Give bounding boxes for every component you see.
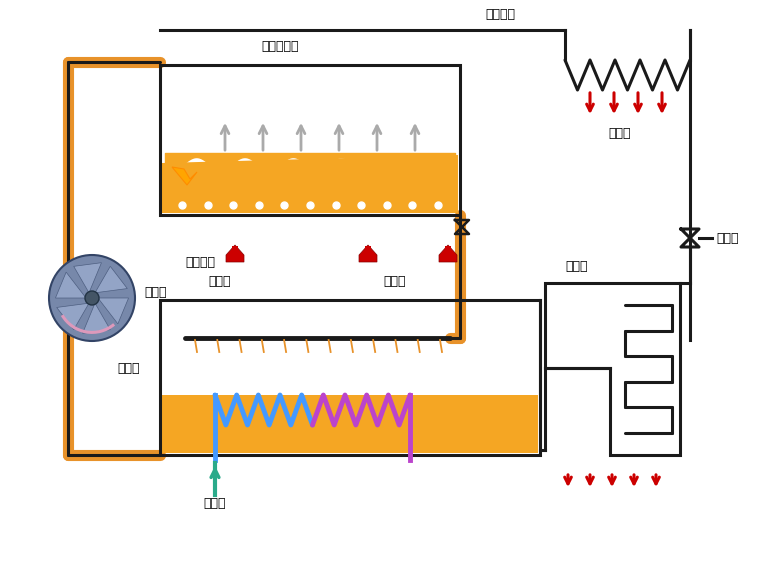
Bar <box>445 246 451 255</box>
Text: 蒸发器: 蒸发器 <box>565 260 587 273</box>
Polygon shape <box>226 245 244 262</box>
Text: 浓溶液: 浓溶液 <box>384 275 407 288</box>
Text: 稀溶液: 稀溶液 <box>118 361 140 374</box>
Polygon shape <box>162 155 458 213</box>
Text: 制冷工质: 制冷工质 <box>485 8 515 21</box>
Polygon shape <box>172 167 197 185</box>
Polygon shape <box>359 245 377 262</box>
Polygon shape <box>95 266 128 293</box>
Polygon shape <box>98 298 128 324</box>
Polygon shape <box>57 303 89 329</box>
Text: 蒸汽发生器: 蒸汽发生器 <box>261 40 299 53</box>
Polygon shape <box>83 303 110 333</box>
Polygon shape <box>162 395 538 453</box>
Bar <box>365 246 371 255</box>
Polygon shape <box>439 245 457 262</box>
Polygon shape <box>55 272 86 298</box>
Text: 加热过程: 加热过程 <box>185 256 215 270</box>
Text: 冷凝器: 冷凝器 <box>609 127 632 140</box>
Text: 冷却水: 冷却水 <box>204 497 226 510</box>
Text: 循环泵: 循环泵 <box>144 287 166 299</box>
Polygon shape <box>74 263 101 293</box>
Text: 吸收器: 吸收器 <box>209 275 231 288</box>
Text: 节流阀: 节流阀 <box>716 231 739 245</box>
Circle shape <box>49 255 135 341</box>
Bar <box>232 246 238 255</box>
Circle shape <box>85 291 99 305</box>
